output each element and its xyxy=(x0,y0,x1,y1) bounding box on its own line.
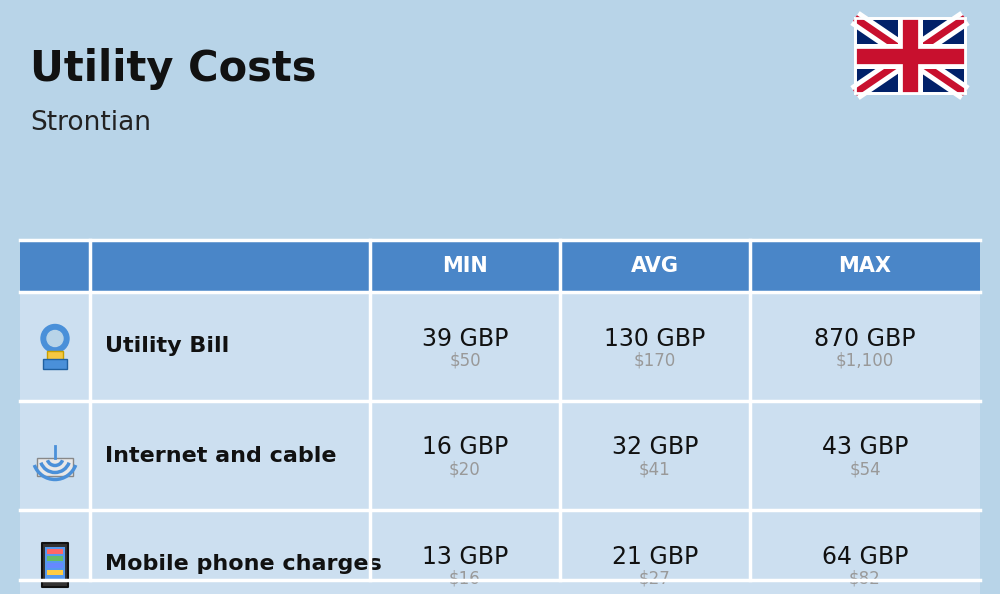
Bar xyxy=(37,457,73,476)
Text: 13 GBP: 13 GBP xyxy=(422,545,508,568)
Bar xyxy=(20,401,980,510)
Bar xyxy=(855,18,965,93)
Bar xyxy=(855,18,965,93)
Text: 130 GBP: 130 GBP xyxy=(604,327,706,350)
Text: $16: $16 xyxy=(449,570,481,587)
Text: 32 GBP: 32 GBP xyxy=(612,435,698,460)
Text: Utility Bill: Utility Bill xyxy=(105,336,229,356)
Text: $41: $41 xyxy=(639,460,671,479)
Text: 39 GBP: 39 GBP xyxy=(422,327,508,350)
Text: $82: $82 xyxy=(849,570,881,587)
Bar xyxy=(43,359,67,368)
Bar xyxy=(47,548,63,554)
Bar xyxy=(20,292,980,401)
Text: MIN: MIN xyxy=(442,256,488,276)
Text: Mobile phone charges: Mobile phone charges xyxy=(105,555,382,574)
Text: $170: $170 xyxy=(634,352,676,369)
Text: Utility Costs: Utility Costs xyxy=(30,48,316,90)
Text: $54: $54 xyxy=(849,460,881,479)
Bar xyxy=(20,510,980,594)
Text: $27: $27 xyxy=(639,570,671,587)
Text: Internet and cable: Internet and cable xyxy=(105,446,336,466)
Text: MAX: MAX xyxy=(838,256,892,276)
Text: 16 GBP: 16 GBP xyxy=(422,435,508,460)
Bar xyxy=(47,350,63,362)
Bar xyxy=(47,555,63,561)
Text: 21 GBP: 21 GBP xyxy=(612,545,698,568)
Bar xyxy=(42,542,68,586)
Bar xyxy=(47,570,63,574)
Text: $1,100: $1,100 xyxy=(836,352,894,369)
Text: 870 GBP: 870 GBP xyxy=(814,327,916,350)
Text: 64 GBP: 64 GBP xyxy=(822,545,908,568)
Circle shape xyxy=(41,324,69,352)
Bar xyxy=(20,240,980,292)
Bar xyxy=(47,563,63,567)
Text: 43 GBP: 43 GBP xyxy=(822,435,908,460)
Bar xyxy=(45,546,65,579)
Circle shape xyxy=(47,330,63,346)
Text: $50: $50 xyxy=(449,352,481,369)
Text: AVG: AVG xyxy=(631,256,679,276)
Text: $20: $20 xyxy=(449,460,481,479)
Text: Strontian: Strontian xyxy=(30,110,151,136)
